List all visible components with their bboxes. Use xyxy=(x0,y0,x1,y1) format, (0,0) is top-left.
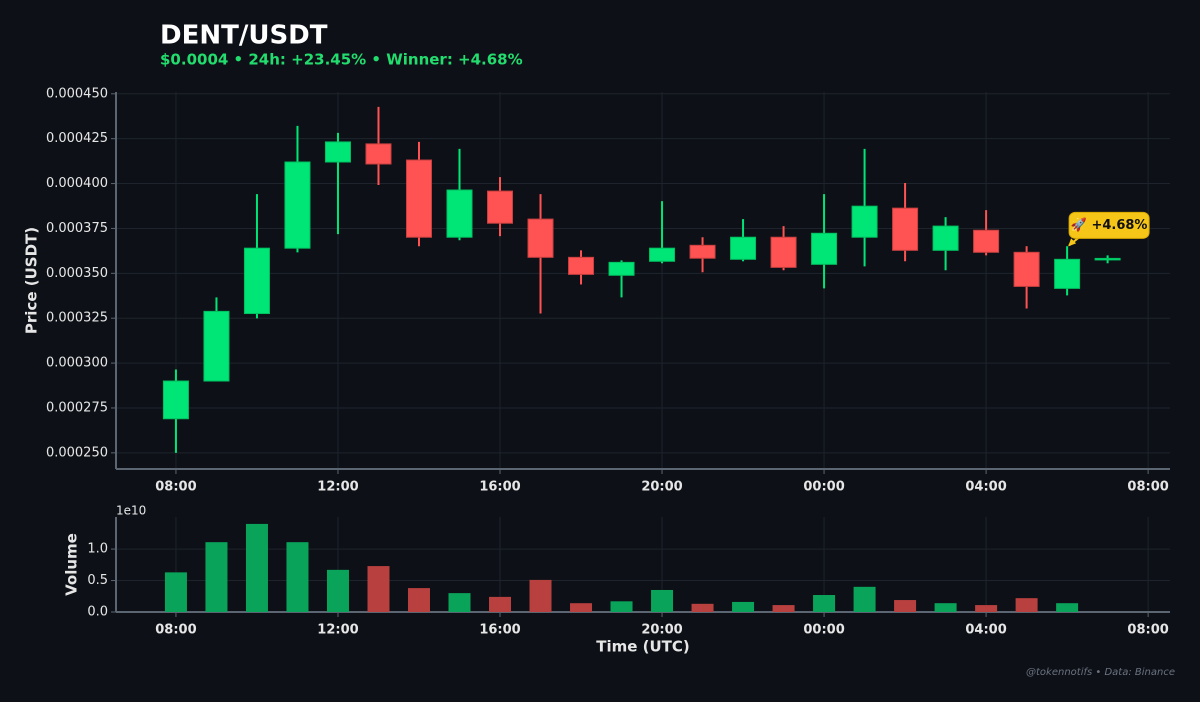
candle-body xyxy=(1094,257,1121,261)
y-tick-label: 0.0 xyxy=(87,605,108,620)
candle-body xyxy=(689,244,716,259)
x-axis-label: Time (UTC) xyxy=(596,638,690,656)
candle-body xyxy=(446,189,473,238)
candle-body xyxy=(770,236,797,268)
volume-bar xyxy=(286,542,309,612)
y-tick-label: 0.000375 xyxy=(46,221,108,236)
candle-body xyxy=(527,218,554,258)
footer: @tokennotifs • Data: Binance xyxy=(1026,667,1175,678)
candle-body xyxy=(892,207,919,251)
volume-bar xyxy=(975,605,998,612)
volume-bar xyxy=(934,603,957,612)
candle-body xyxy=(568,256,595,275)
y-tick-label: 0.000300 xyxy=(46,356,108,371)
volume-bar xyxy=(813,595,836,612)
annotation-text: 🚀 +4.68% xyxy=(1071,217,1148,233)
chart-subtitle: $0.0004 • 24h: +23.45% • Winner: +4.68% xyxy=(160,51,523,69)
y-tick-label: 0.000325 xyxy=(46,311,108,326)
y-tick-label: 0.000250 xyxy=(46,445,108,460)
y-tick-label: 0.000400 xyxy=(46,176,108,191)
volume-bar xyxy=(853,586,876,612)
candle-body xyxy=(608,261,635,276)
volume-bar xyxy=(448,593,471,612)
candle-body xyxy=(365,143,392,165)
y-tick-label: 0.000450 xyxy=(46,86,108,101)
chart-title: DENT/USDT xyxy=(160,21,328,51)
y-tick-label: 0.5 xyxy=(87,573,108,588)
volume-bar xyxy=(529,579,552,612)
candle-body xyxy=(851,205,878,238)
x-tick-label: 04:00 xyxy=(965,623,1006,638)
volume-bar xyxy=(245,523,268,612)
x-tick-label: 16:00 xyxy=(479,623,520,638)
x-tick-label: 08:00 xyxy=(1127,480,1168,495)
volume-bar xyxy=(570,603,593,612)
candle-body xyxy=(324,141,351,163)
annotation: 🚀 +4.68% xyxy=(1068,211,1150,247)
x-tick-label: 12:00 xyxy=(317,623,358,638)
candle-body xyxy=(932,225,959,251)
volume-bar xyxy=(326,569,349,612)
volume-bar xyxy=(651,589,674,612)
candle-body xyxy=(162,380,189,420)
volume-bar xyxy=(489,596,512,612)
y-tick-label: 0.000275 xyxy=(46,400,108,415)
axis-offset: 1e10 xyxy=(116,504,146,518)
candle-body xyxy=(973,229,1000,253)
candle-body xyxy=(243,247,270,315)
x-tick-label: 00:00 xyxy=(803,623,844,638)
x-tick-label: 08:00 xyxy=(1127,623,1168,638)
volume-bar xyxy=(732,601,755,612)
x-tick-label: 20:00 xyxy=(641,623,682,638)
x-tick-label: 20:00 xyxy=(641,480,682,495)
annotation-box xyxy=(1068,211,1150,239)
candle-body xyxy=(405,159,432,238)
volume-bar xyxy=(1015,598,1038,612)
candle-body xyxy=(730,236,757,260)
candle-body xyxy=(1013,251,1040,287)
x-tick-label: 12:00 xyxy=(317,480,358,495)
volume-bar xyxy=(164,572,187,612)
y-axis-label: Price (USDT) xyxy=(23,227,41,334)
x-tick-label: 04:00 xyxy=(965,480,1006,495)
candle-body xyxy=(487,190,514,224)
annotation-arrowhead xyxy=(1068,238,1077,247)
y-tick-label: 0.000425 xyxy=(46,131,108,146)
candle-body xyxy=(1054,258,1081,289)
volume-bar xyxy=(367,566,390,612)
y-tick-label: 1.0 xyxy=(87,542,108,557)
volume-bar xyxy=(894,600,917,612)
candle-body xyxy=(284,161,311,249)
y-axis-label: Volume xyxy=(63,533,81,596)
volume-bar xyxy=(1056,603,1079,612)
volume-bar xyxy=(610,601,633,612)
volume-bar xyxy=(407,588,430,612)
x-tick-label: 00:00 xyxy=(803,480,844,495)
candle-body xyxy=(649,247,676,262)
y-tick-label: 0.000350 xyxy=(46,266,108,281)
volume-bar xyxy=(691,603,714,612)
x-tick-label: 16:00 xyxy=(479,480,520,495)
candle-body xyxy=(811,232,838,265)
x-tick-label: 08:00 xyxy=(155,623,196,638)
volume-bar xyxy=(772,605,795,612)
volume-bar xyxy=(205,542,228,612)
x-tick-label: 08:00 xyxy=(155,480,196,495)
candle-body xyxy=(203,310,230,382)
